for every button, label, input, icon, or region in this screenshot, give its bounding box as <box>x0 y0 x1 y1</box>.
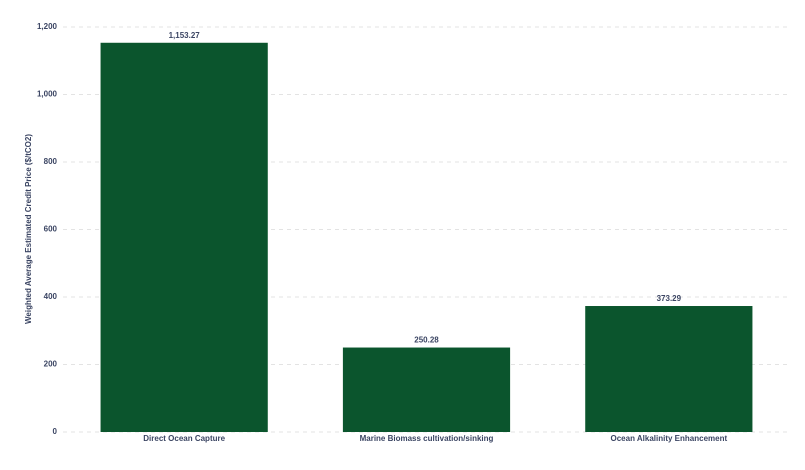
x-tick-label: Ocean Alkalinity Enhancement <box>611 434 728 443</box>
y-tick-label: 600 <box>44 225 58 234</box>
y-tick-label: 400 <box>44 292 58 301</box>
bar <box>342 347 511 432</box>
y-tick-label: 1,000 <box>37 90 58 99</box>
data-label: 250.28 <box>414 336 439 345</box>
y-tick-label: 800 <box>44 157 58 166</box>
bar <box>585 306 753 432</box>
x-tick-label: Direct Ocean Capture <box>143 434 225 443</box>
x-tick-label: Marine Biomass cultivation/sinking <box>360 434 494 443</box>
bar <box>100 42 268 433</box>
data-label: 1,153.27 <box>169 31 201 40</box>
y-tick-label: 200 <box>44 360 58 369</box>
y-tick-label: 0 <box>53 427 58 436</box>
data-label: 373.29 <box>657 294 682 303</box>
y-axis-label: Weighted Average Estimated Credit Price … <box>24 134 33 324</box>
y-tick-label: 1,200 <box>37 22 58 31</box>
